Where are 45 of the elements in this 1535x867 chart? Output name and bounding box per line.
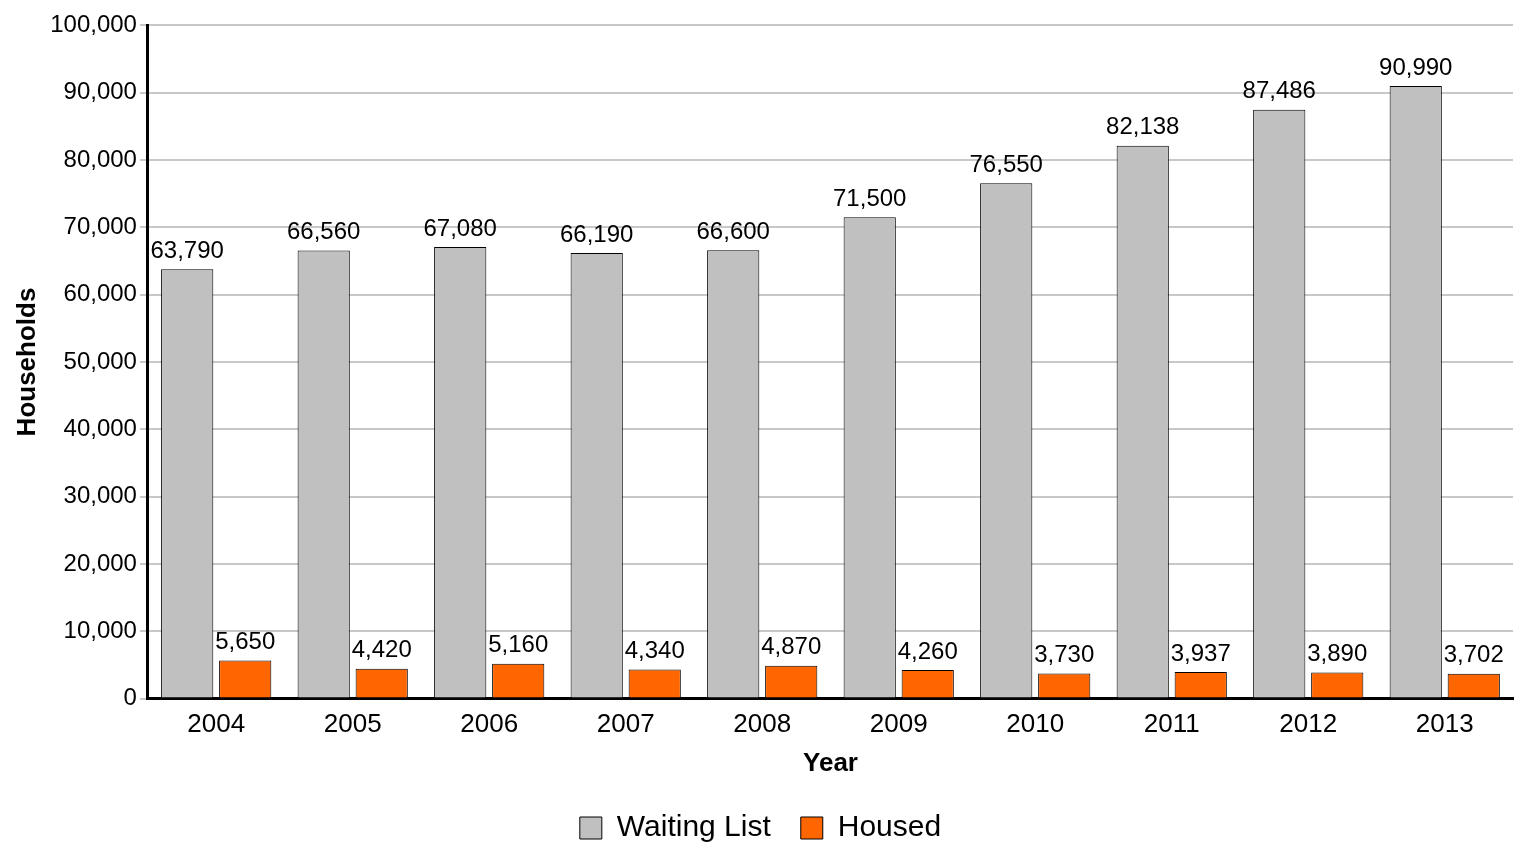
data-label: 5,650 <box>215 627 276 655</box>
x-tick-label: 2007 <box>596 708 655 739</box>
data-label: 82,138 <box>1106 112 1180 140</box>
data-label: 3,937 <box>1170 638 1231 666</box>
data-label: 87,486 <box>1242 76 1316 104</box>
data-label: 3,890 <box>1307 639 1368 667</box>
y-tick-label: 90,000 <box>63 77 137 105</box>
data-label: 66,600 <box>696 216 770 244</box>
x-tick-label: 2004 <box>187 708 246 739</box>
x-tick-label: 2009 <box>869 708 928 739</box>
y-tick-label: 10,000 <box>63 615 137 643</box>
data-label: 66,560 <box>287 217 361 245</box>
x-axis-title: Year <box>803 746 858 777</box>
data-label: 76,550 <box>969 149 1043 177</box>
x-tick-label: 2012 <box>1279 708 1338 739</box>
x-tick-label: 2013 <box>1415 708 1474 739</box>
data-label: 90,990 <box>1379 52 1453 80</box>
y-tick-label: 30,000 <box>63 481 137 509</box>
x-tick-label: 2008 <box>733 708 792 739</box>
legend-label: Waiting List <box>616 809 772 843</box>
y-tick-label: 0 <box>123 683 137 711</box>
data-label: 4,870 <box>761 632 822 660</box>
data-label: 66,190 <box>560 219 634 247</box>
y-tick-label: 50,000 <box>63 346 137 374</box>
data-label: 71,500 <box>833 183 907 211</box>
x-tick-label: 2010 <box>1006 708 1065 739</box>
data-label: 3,702 <box>1443 640 1504 668</box>
x-tick-label: 2011 <box>1143 708 1200 739</box>
data-label: 3,730 <box>1034 640 1095 668</box>
data-label: 5,160 <box>488 630 549 658</box>
data-label: 4,420 <box>351 635 412 663</box>
data-label: 67,080 <box>423 213 497 241</box>
data-label: 4,340 <box>624 636 685 664</box>
y-axis-title: Households <box>10 287 41 437</box>
y-tick-label: 70,000 <box>63 211 137 239</box>
data-label: 4,260 <box>897 636 958 664</box>
y-tick-label: 40,000 <box>63 413 137 441</box>
data-label: 63,790 <box>150 235 224 263</box>
y-tick-label: 20,000 <box>63 548 137 576</box>
x-tick-label: 2005 <box>323 708 382 739</box>
y-tick-label: 60,000 <box>63 279 137 307</box>
y-tick-label: 100,000 <box>50 10 137 38</box>
x-tick-label: 2006 <box>460 708 519 739</box>
y-tick-label: 80,000 <box>63 144 137 172</box>
legend-label: Housed <box>837 809 942 843</box>
